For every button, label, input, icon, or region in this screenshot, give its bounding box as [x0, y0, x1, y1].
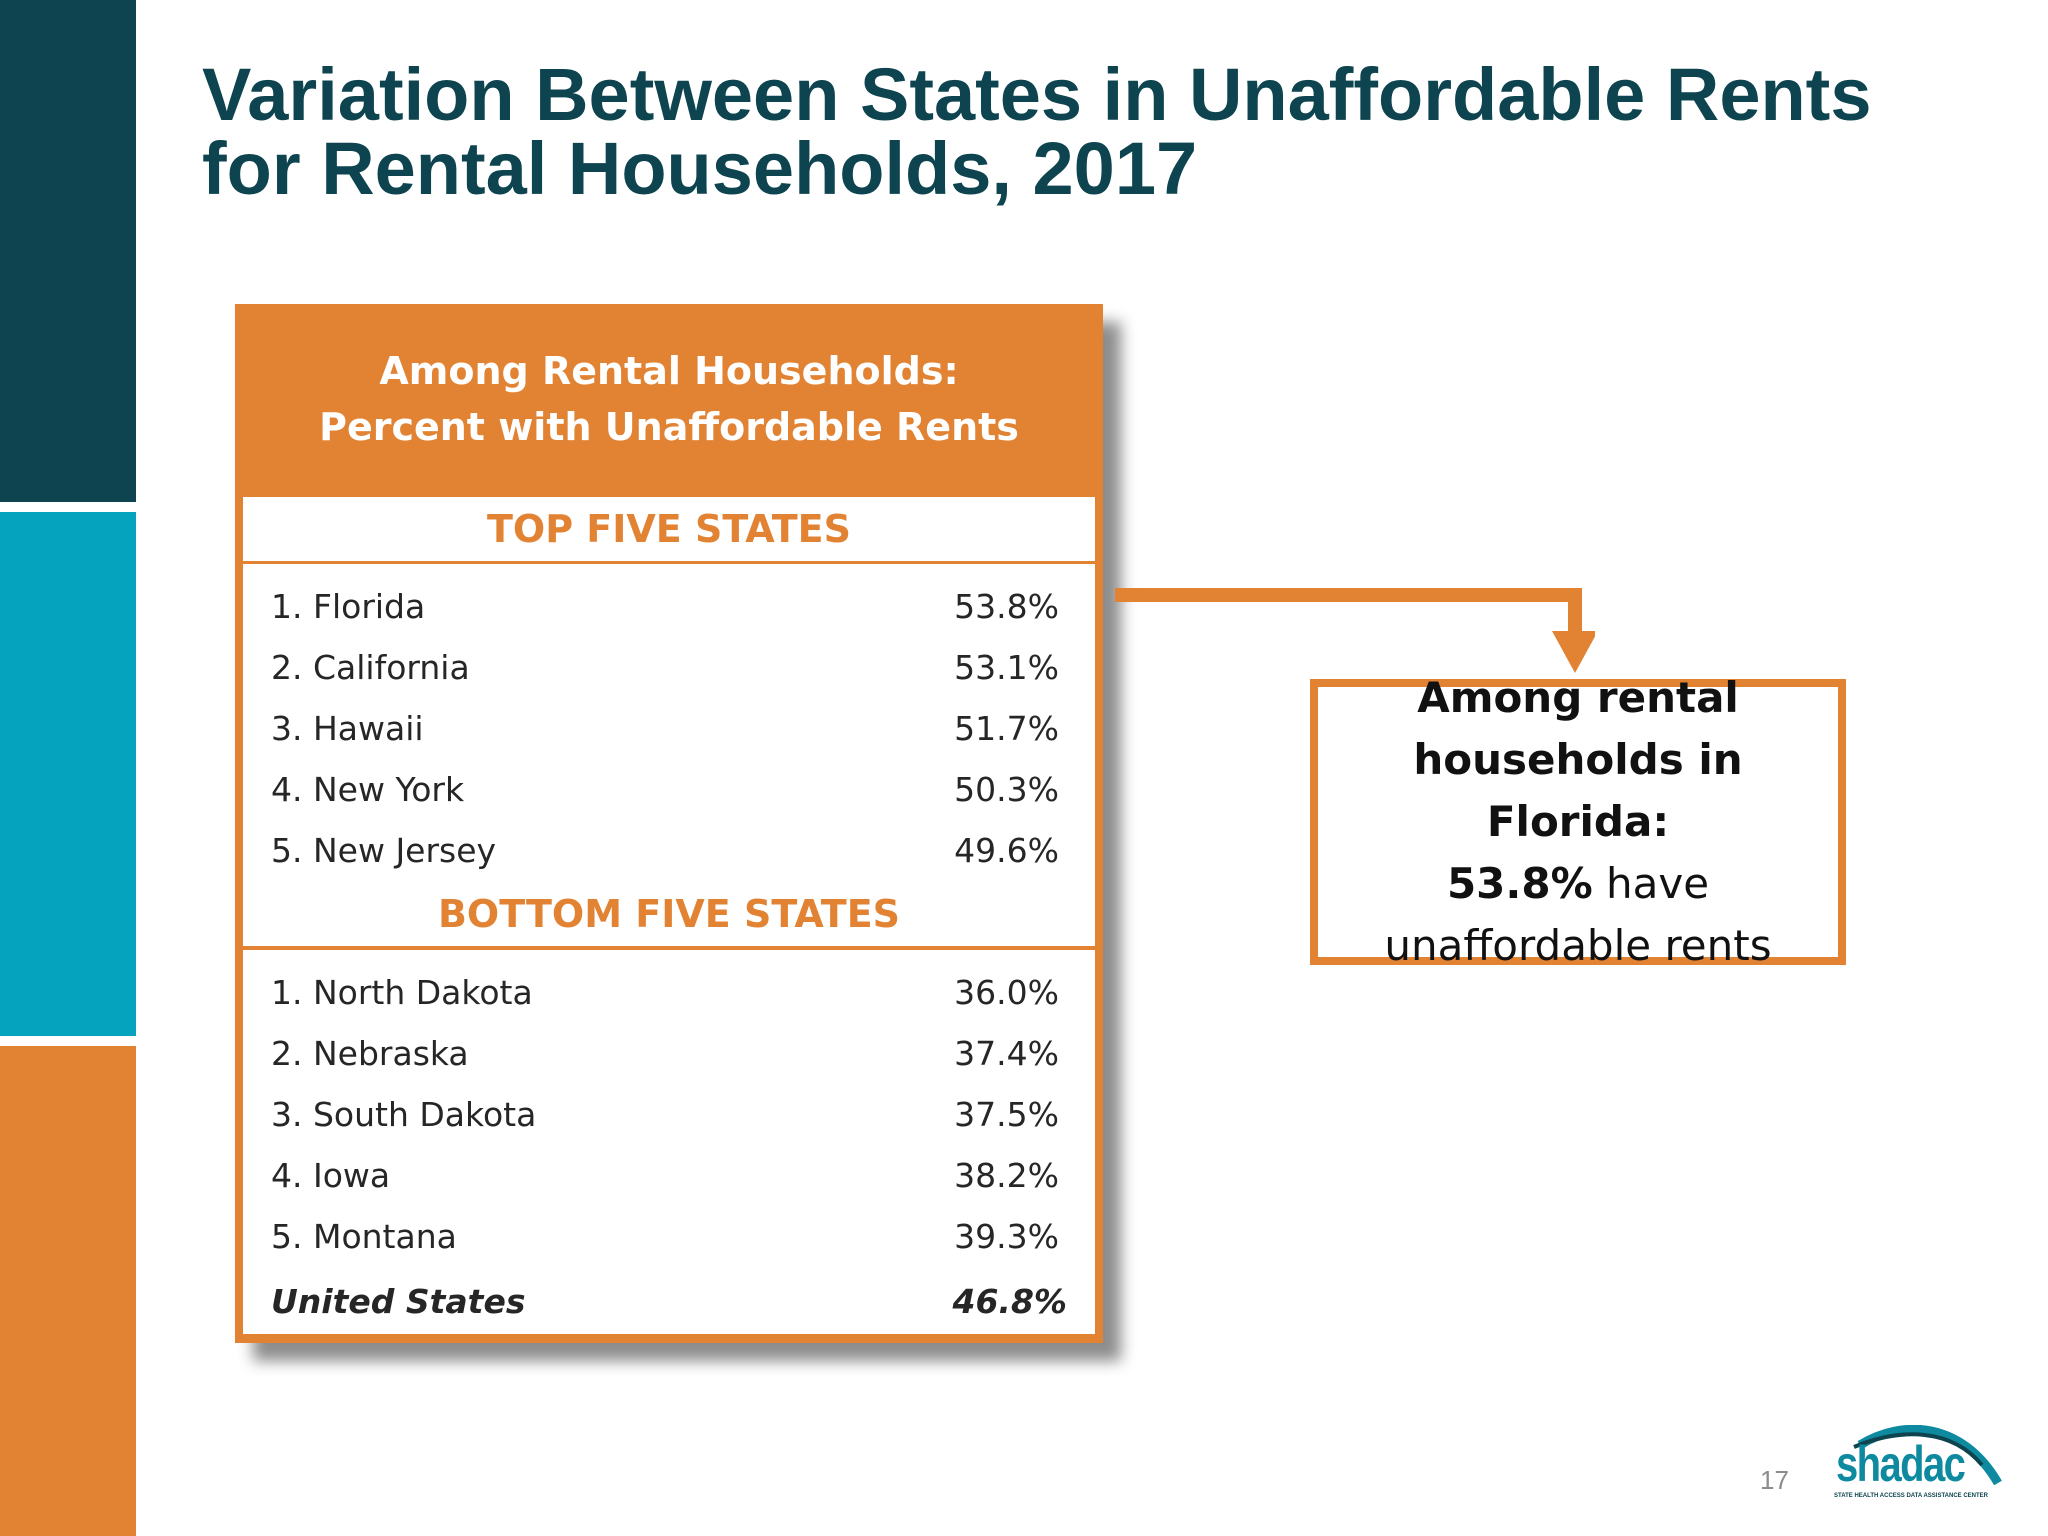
state-value: 51.7% — [954, 709, 1059, 748]
florida-callout-box: Among rental households in Florida: 53.8… — [1310, 673, 1846, 970]
top-five-list: 1. Florida 53.8% 2. California 53.1% 3. Ha… — [243, 564, 1095, 886]
page-number: 17 — [1760, 1465, 1789, 1495]
callout-line-2: households in Florida: — [1413, 735, 1743, 846]
decor-stripe-orange — [0, 1046, 136, 1536]
panel-header-line-2: Percent with Unaffordable Rents — [319, 405, 1019, 449]
table-row: 5. Montana 39.3% — [243, 1206, 1095, 1267]
table-row: 5. New Jersey 49.6% — [243, 820, 1095, 881]
table-row: 1. North Dakota 36.0% — [243, 962, 1095, 1023]
decor-stripe-teal — [0, 512, 136, 1036]
total-label: United States — [271, 1281, 526, 1321]
slide-title-line-1: Variation Between States in Unaffordable… — [202, 53, 1872, 136]
bottom-five-list: 1. North Dakota 36.0% 2. Nebraska 37.4% 3.… — [243, 950, 1095, 1272]
logo-wordmark: shadac — [1836, 1436, 1966, 1492]
logo-arc-icon — [1853, 1425, 2002, 1486]
bottom-five-heading-text: BOTTOM FIVE STATES — [437, 892, 901, 936]
state-name: 5. New Jersey — [271, 831, 497, 870]
state-name: 1. Florida — [271, 587, 426, 626]
state-name: 1. North Dakota — [271, 973, 533, 1012]
bottom-five-heading: BOTTOM FIVE STATES — [243, 882, 1095, 946]
state-value: 36.0% — [954, 973, 1059, 1012]
table-row: 2. California 53.1% — [243, 637, 1095, 698]
state-value: 38.2% — [954, 1156, 1059, 1195]
state-name: 4. New York — [271, 770, 465, 809]
state-value: 37.5% — [954, 1095, 1059, 1134]
decor-stripe-dark-teal — [0, 0, 136, 502]
state-value: 53.1% — [954, 648, 1059, 687]
connector-arrow-icon — [1115, 588, 1595, 673]
total-value: 46.8% — [952, 1281, 1068, 1321]
rent-table-panel: Among Rental Households: Percent with Un… — [235, 304, 1103, 1343]
shadac-logo: shadac STATE HEALTH ACCESS DATA ASSISTAN… — [1832, 1425, 2004, 1503]
table-row: 4. Iowa 38.2% — [243, 1145, 1095, 1206]
state-name: 3. Hawaii — [271, 709, 424, 748]
panel-header: Among Rental Households: Percent with Un… — [235, 304, 1103, 494]
state-name: 2. California — [271, 648, 470, 687]
state-value: 49.6% — [954, 831, 1059, 870]
logo-tagline: STATE HEALTH ACCESS DATA ASSISTANCE CENT… — [1834, 1493, 1989, 1499]
state-value: 53.8% — [954, 587, 1059, 626]
state-name: 4. Iowa — [271, 1156, 391, 1195]
slide-title: Variation Between States in Unaffordable… — [202, 58, 2002, 206]
state-name: 2. Nebraska — [271, 1034, 469, 1073]
callout-value: 53.8% — [1446, 859, 1593, 908]
state-value: 39.3% — [954, 1217, 1059, 1256]
callout-line-1: Among rental — [1417, 673, 1739, 722]
panel-header-line-1: Among Rental Households: — [379, 349, 959, 393]
top-five-heading-text: TOP FIVE STATES — [486, 507, 852, 551]
state-name: 3. South Dakota — [271, 1095, 537, 1134]
table-row: 3. Hawaii 51.7% — [243, 698, 1095, 759]
table-row: 1. Florida 53.8% — [243, 576, 1095, 637]
table-row: 3. South Dakota 37.5% — [243, 1084, 1095, 1145]
united-states-total-row: United States 46.8% — [243, 1268, 1095, 1334]
state-value: 37.4% — [954, 1034, 1059, 1073]
state-value: 50.3% — [954, 770, 1059, 809]
callout-line-4: unaffordable rents — [1384, 921, 1772, 970]
top-five-heading: TOP FIVE STATES — [243, 497, 1095, 561]
callout-line-3-text: have — [1592, 859, 1710, 908]
state-name: 5. Montana — [271, 1217, 457, 1256]
table-row: 2. Nebraska 37.4% — [243, 1023, 1095, 1084]
slide-title-line-2: for Rental Households, 2017 — [202, 127, 1198, 210]
callout-line-3: 53.8% have — [1447, 853, 1709, 915]
table-row: 4. New York 50.3% — [243, 759, 1095, 820]
